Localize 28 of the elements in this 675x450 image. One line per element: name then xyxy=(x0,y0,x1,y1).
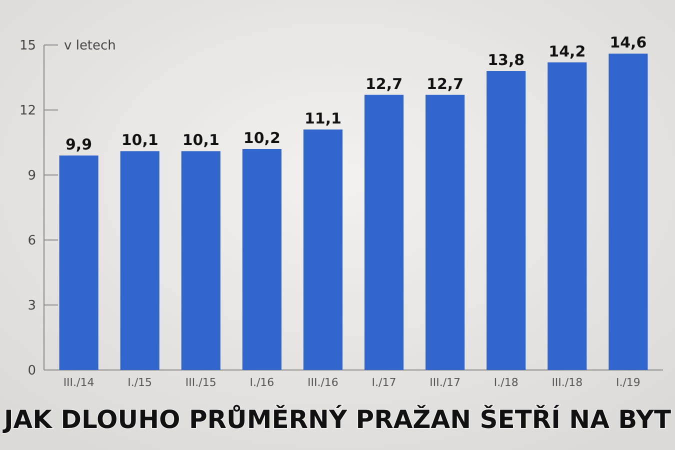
x-tick-label: I./19 xyxy=(616,376,640,389)
data-label: 12,7 xyxy=(426,74,464,93)
y-axis-title: v letech xyxy=(64,38,116,54)
x-tick-label: III./18 xyxy=(552,376,583,389)
data-label: 13,8 xyxy=(488,51,525,69)
x-tick-label: I./17 xyxy=(372,376,396,389)
data-label: 10,1 xyxy=(182,131,220,150)
y-tick-label: 15 xyxy=(19,38,36,54)
data-label: 10,2 xyxy=(243,129,280,147)
x-tick-label: III./17 xyxy=(430,376,461,389)
y-tick-label: 12 xyxy=(19,104,36,119)
data-label: 12,7 xyxy=(366,74,403,93)
x-tick-label: III./14 xyxy=(63,376,94,389)
y-tick-label: 9 xyxy=(28,168,36,184)
x-tick-label: I./18 xyxy=(494,376,518,389)
x-tick-label: I./16 xyxy=(250,376,274,389)
data-label: 10,1 xyxy=(121,131,158,150)
y-tick-label: 3 xyxy=(28,298,36,314)
y-tick-label: 0 xyxy=(28,364,36,379)
data-label: 9,9 xyxy=(66,136,92,154)
data-label: 14,6 xyxy=(610,34,647,52)
y-tick-label: 6 xyxy=(28,234,36,249)
x-tick-label: III./15 xyxy=(185,376,216,389)
x-tick-label: III./16 xyxy=(308,376,338,389)
data-label: 11,1 xyxy=(304,110,342,128)
data-label: 14,2 xyxy=(548,42,586,60)
text: JAK DLOUHO PRŮMĚRNÝ PRAŽAN ŠETŘÍ NA BYT xyxy=(2,404,671,434)
x-tick-label: I./15 xyxy=(128,376,152,389)
